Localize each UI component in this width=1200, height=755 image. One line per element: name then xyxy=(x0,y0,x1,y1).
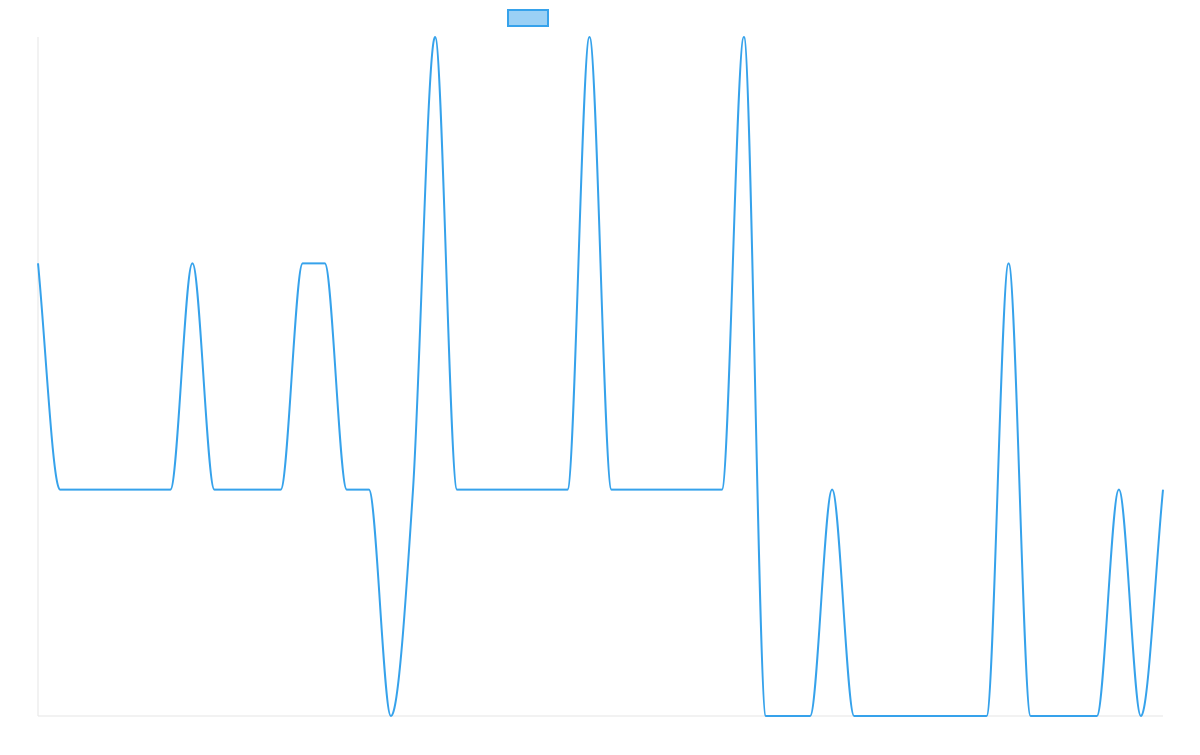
data-point-17[interactable] xyxy=(410,487,416,493)
data-point-11[interactable] xyxy=(278,487,284,493)
data-point-35[interactable] xyxy=(807,713,813,719)
data-point-13[interactable] xyxy=(322,260,328,266)
legend-swatch[interactable] xyxy=(507,9,549,27)
data-points xyxy=(35,34,1166,719)
data-point-21[interactable] xyxy=(498,487,504,493)
data-point-32[interactable] xyxy=(741,34,747,40)
data-point-3[interactable] xyxy=(101,487,107,493)
data-point-19[interactable] xyxy=(454,487,460,493)
data-point-28[interactable] xyxy=(653,487,659,493)
data-point-23[interactable] xyxy=(542,487,548,493)
data-point-4[interactable] xyxy=(123,487,129,493)
data-point-16[interactable] xyxy=(388,713,394,719)
data-point-20[interactable] xyxy=(476,487,482,493)
legend[interactable] xyxy=(507,9,549,27)
data-point-41[interactable] xyxy=(939,713,945,719)
data-point-6[interactable] xyxy=(167,487,173,493)
data-point-50[interactable] xyxy=(1138,713,1144,719)
data-point-39[interactable] xyxy=(895,713,901,719)
data-point-25[interactable] xyxy=(586,34,592,40)
data-point-14[interactable] xyxy=(344,487,350,493)
data-point-37[interactable] xyxy=(851,713,857,719)
data-point-27[interactable] xyxy=(631,487,637,493)
data-point-47[interactable] xyxy=(1072,713,1078,719)
data-point-44[interactable] xyxy=(1006,260,1012,266)
data-point-36[interactable] xyxy=(829,487,835,493)
series-line[interactable] xyxy=(37,36,1164,717)
data-point-46[interactable] xyxy=(1050,713,1056,719)
data-point-49[interactable] xyxy=(1116,487,1122,493)
data-point-9[interactable] xyxy=(234,487,240,493)
data-point-2[interactable] xyxy=(79,487,85,493)
data-point-0[interactable] xyxy=(35,260,41,266)
data-point-34[interactable] xyxy=(785,713,791,719)
data-point-10[interactable] xyxy=(256,487,262,493)
data-point-18[interactable] xyxy=(432,34,438,40)
data-point-12[interactable] xyxy=(300,260,306,266)
data-point-7[interactable] xyxy=(189,260,195,266)
series-group xyxy=(37,36,1164,717)
data-point-38[interactable] xyxy=(873,713,879,719)
data-point-51[interactable] xyxy=(1160,487,1166,493)
data-point-31[interactable] xyxy=(719,487,725,493)
data-point-26[interactable] xyxy=(609,487,615,493)
data-point-8[interactable] xyxy=(211,487,217,493)
data-point-40[interactable] xyxy=(917,713,923,719)
data-point-48[interactable] xyxy=(1094,713,1100,719)
data-point-42[interactable] xyxy=(961,713,967,719)
data-point-15[interactable] xyxy=(366,487,372,493)
data-point-1[interactable] xyxy=(57,487,63,493)
data-point-22[interactable] xyxy=(520,487,526,493)
data-point-45[interactable] xyxy=(1028,713,1034,719)
data-point-43[interactable] xyxy=(984,713,990,719)
data-point-33[interactable] xyxy=(763,713,769,719)
data-point-30[interactable] xyxy=(697,487,703,493)
data-point-24[interactable] xyxy=(564,487,570,493)
data-point-29[interactable] xyxy=(675,487,681,493)
data-point-5[interactable] xyxy=(145,487,151,493)
